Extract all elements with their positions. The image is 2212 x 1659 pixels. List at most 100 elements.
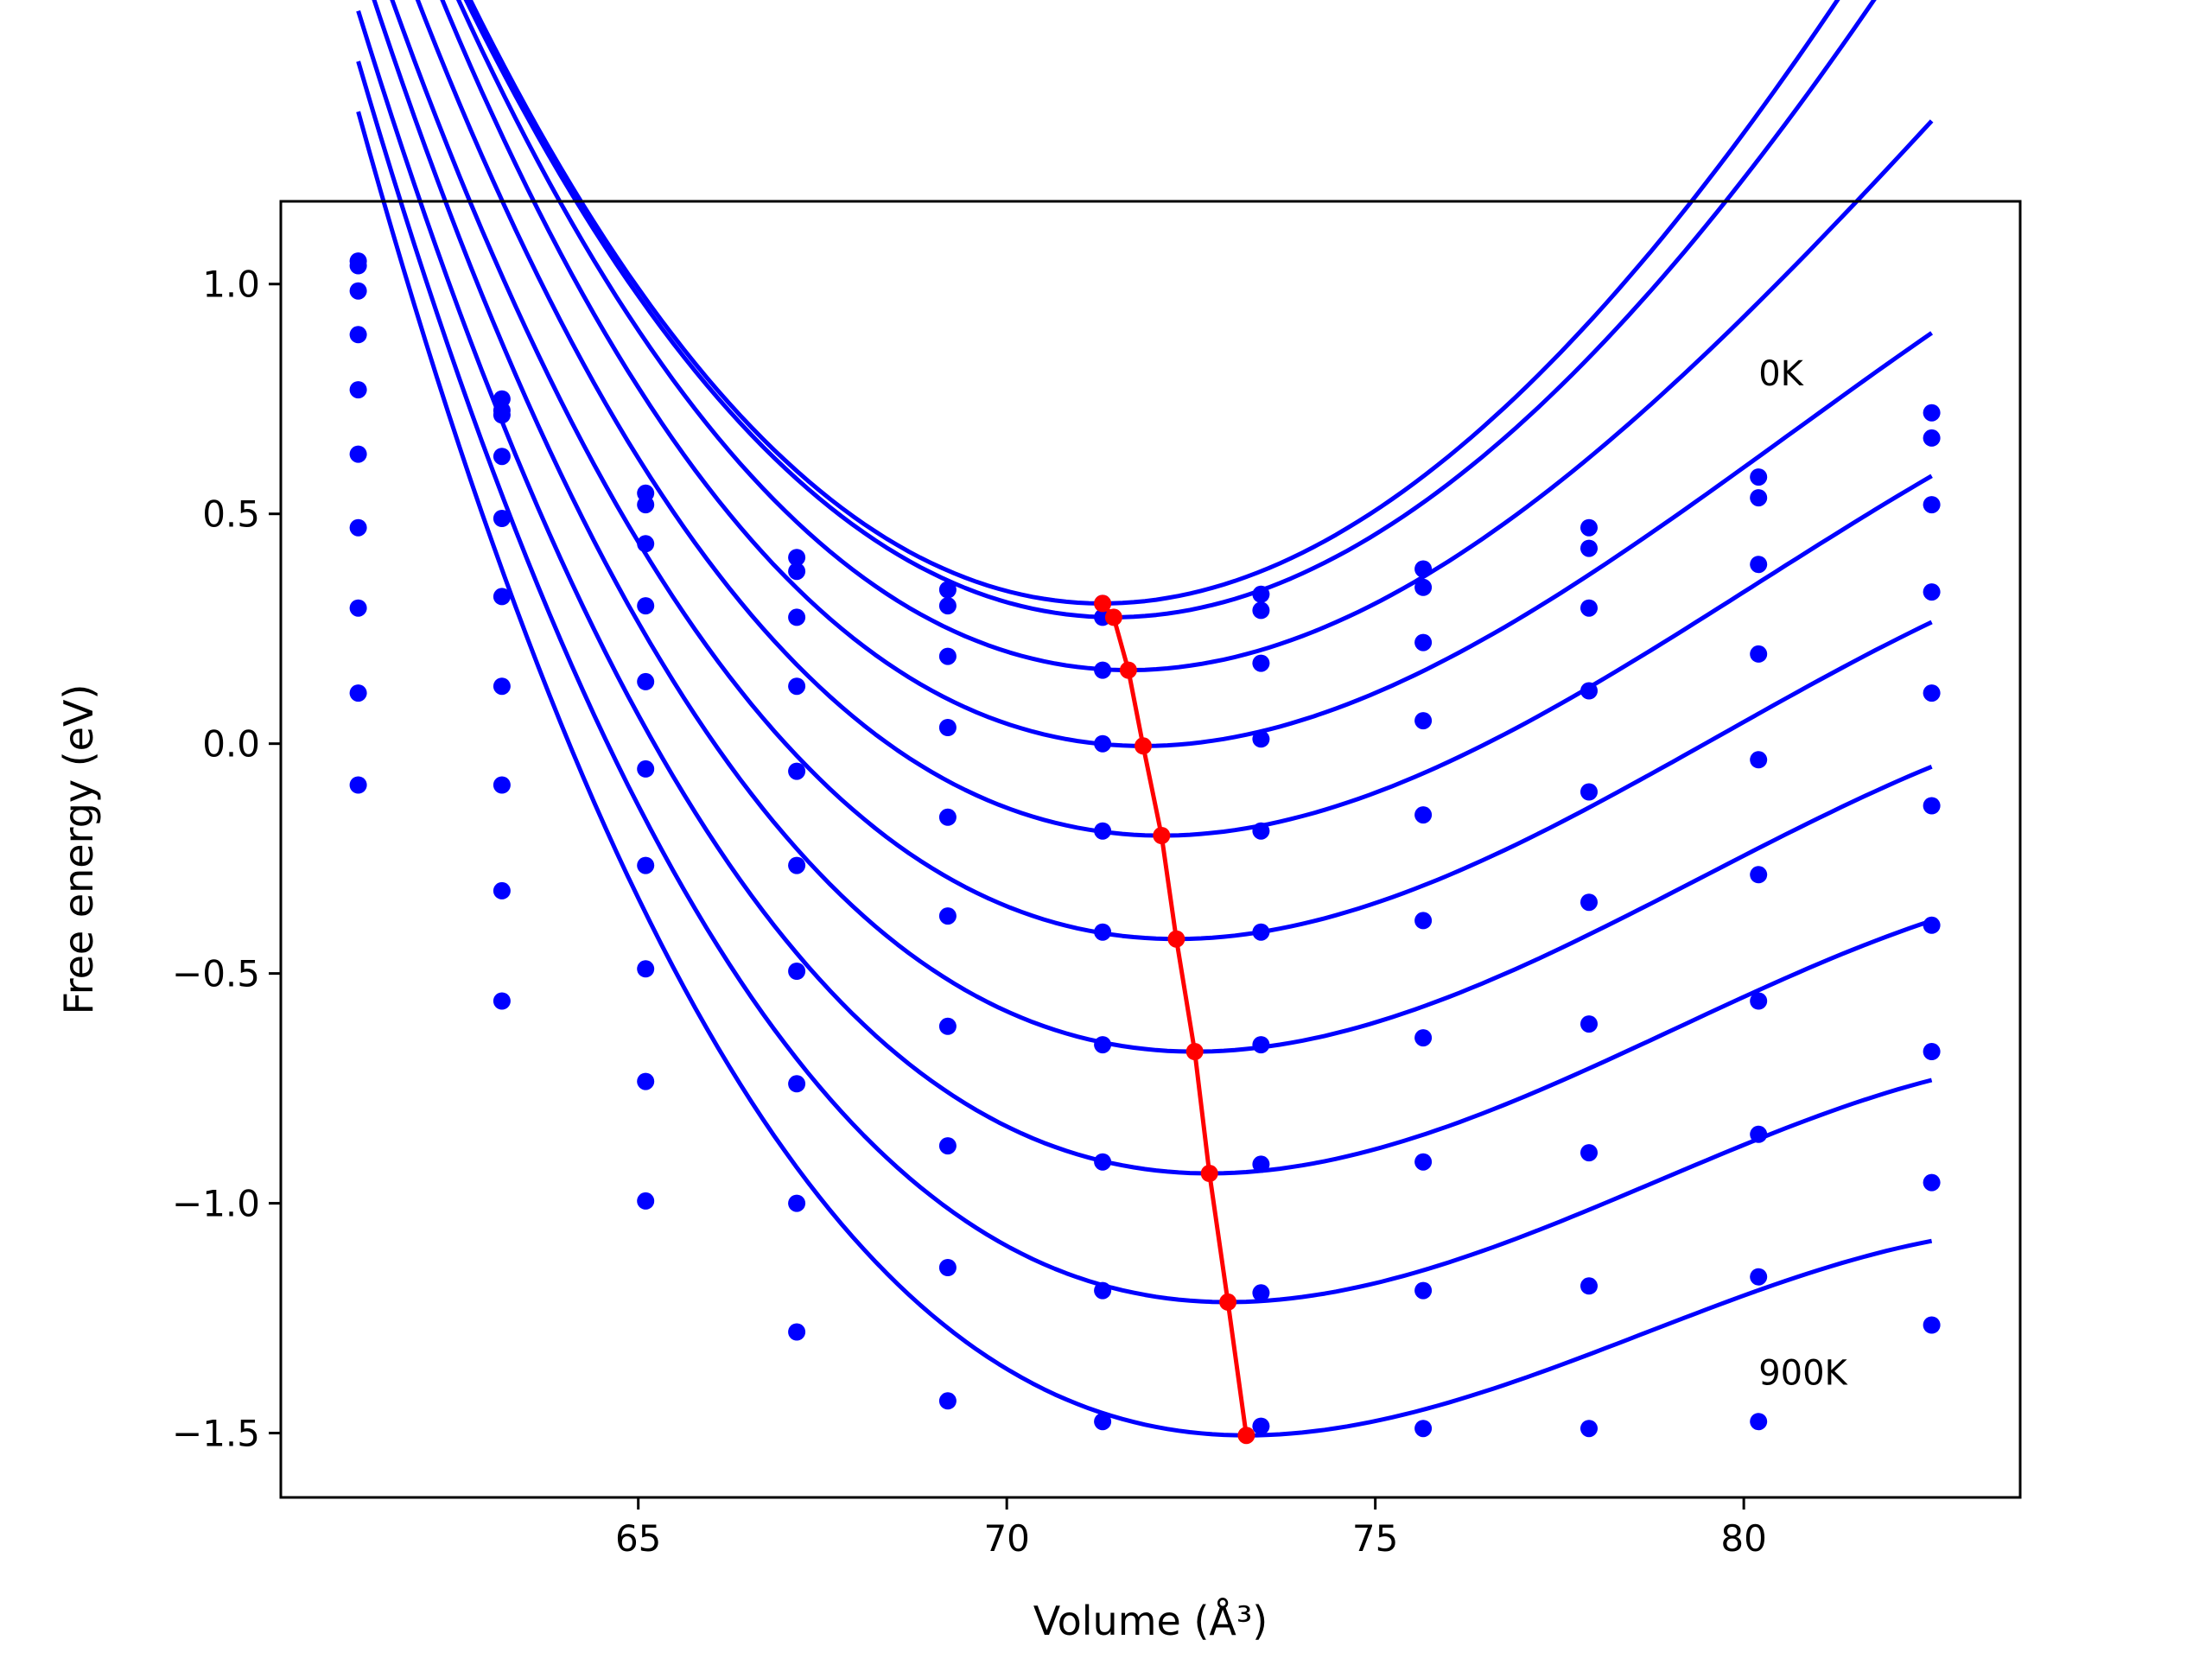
data-point <box>1923 1316 1941 1334</box>
data-point <box>938 1259 957 1276</box>
data-point <box>637 1072 655 1090</box>
y-axis-ticks: −1.5 −1.0 −0.5 0.0 0.5 1.0 <box>172 264 281 1455</box>
data-point <box>788 563 806 581</box>
data-point <box>938 1392 957 1410</box>
data-point <box>1923 1173 1941 1192</box>
data-point <box>493 776 511 794</box>
data-point <box>1580 539 1598 557</box>
data-point <box>1750 992 1768 1010</box>
series-500k <box>349 0 1941 942</box>
data-point <box>788 1194 806 1212</box>
data-point <box>788 762 806 780</box>
fit-curve <box>467 0 1840 606</box>
data-point <box>637 856 655 874</box>
data-point <box>349 282 367 300</box>
annotation-label: 0K <box>1758 354 1804 394</box>
data-point <box>938 1017 957 1035</box>
data-point <box>1414 1153 1433 1171</box>
data-point <box>1414 712 1433 730</box>
data-point <box>1580 599 1598 617</box>
fit-curve <box>463 0 1877 620</box>
y-tick-label: 0.0 <box>202 723 260 766</box>
data-point <box>1252 822 1270 840</box>
series-600k <box>349 0 1941 1054</box>
data-point <box>788 549 806 567</box>
data-point <box>1923 916 1941 934</box>
data-point <box>788 963 806 980</box>
data-point <box>493 677 511 696</box>
data-point <box>788 608 806 626</box>
data-point <box>1750 1413 1768 1431</box>
data-point <box>1750 489 1768 507</box>
x-axis-label: Volume (Å³) <box>1033 1598 1268 1644</box>
y-tick-label: −1.0 <box>172 1183 260 1225</box>
data-point <box>637 597 655 615</box>
fit-curve <box>415 0 1933 838</box>
data-point <box>493 881 511 899</box>
data-point <box>1580 1277 1598 1295</box>
data-point <box>637 496 655 514</box>
data-point <box>938 597 957 615</box>
minima-layer <box>1094 594 1255 1445</box>
data-point <box>1580 1015 1598 1033</box>
y-tick-label: 1.0 <box>202 264 260 306</box>
plot-frame <box>279 200 2022 1499</box>
data-point <box>349 599 367 617</box>
x-tick-label: 75 <box>1352 1517 1398 1560</box>
minimum-point <box>1237 1427 1255 1445</box>
data-point <box>1750 751 1768 769</box>
data-point <box>1923 684 1941 702</box>
y-tick-label: −1.5 <box>172 1413 260 1455</box>
minimum-point <box>1185 1043 1204 1060</box>
data-point <box>493 448 511 466</box>
series-800k <box>349 60 1941 1305</box>
data-point <box>1252 601 1270 620</box>
data-point <box>1750 468 1768 486</box>
data-point <box>349 257 367 275</box>
data-point <box>1414 806 1433 824</box>
x-tick-label: 70 <box>983 1517 1029 1560</box>
minimum-point <box>1135 737 1152 755</box>
data-point <box>1414 578 1433 596</box>
data-point <box>1580 518 1598 537</box>
minimum-point <box>1167 930 1185 948</box>
series-100k <box>349 0 1941 626</box>
minimum-point <box>1219 1293 1237 1311</box>
series-400k <box>349 0 1941 840</box>
data-point <box>1750 866 1768 884</box>
annotation-layer: 0K 900K <box>1758 354 1848 1394</box>
minimum-point <box>1153 827 1171 844</box>
data-point <box>938 647 957 665</box>
data-point <box>1094 1036 1112 1054</box>
data-point <box>637 1192 655 1210</box>
data-point <box>1094 822 1112 840</box>
series-900k <box>349 111 1941 1438</box>
data-point <box>1580 893 1598 912</box>
data-point <box>1094 1153 1112 1171</box>
data-point <box>1252 654 1270 672</box>
data-point <box>938 1137 957 1155</box>
data-point <box>637 760 655 778</box>
y-tick-label: 0.5 <box>202 493 260 536</box>
fit-curve <box>356 10 1933 1176</box>
data-point <box>1252 923 1270 941</box>
data-point <box>637 672 655 690</box>
data-point <box>1750 645 1768 663</box>
minimum-point <box>1119 661 1137 679</box>
data-point <box>1580 783 1598 801</box>
data-point <box>1094 1281 1112 1300</box>
y-axis-label: Free energy (eV) <box>55 684 102 1015</box>
fit-curve <box>455 0 1934 672</box>
data-point <box>1414 912 1433 930</box>
data-point <box>1923 404 1941 422</box>
data-point <box>1923 1043 1941 1060</box>
data-point <box>788 1323 806 1341</box>
series-layer <box>349 0 1941 1438</box>
data-point <box>349 776 367 794</box>
data-point <box>349 381 367 399</box>
data-point <box>1750 556 1768 574</box>
minimum-point <box>1094 594 1112 613</box>
x-tick-label: 65 <box>615 1517 661 1560</box>
minimum-point <box>1104 608 1122 626</box>
